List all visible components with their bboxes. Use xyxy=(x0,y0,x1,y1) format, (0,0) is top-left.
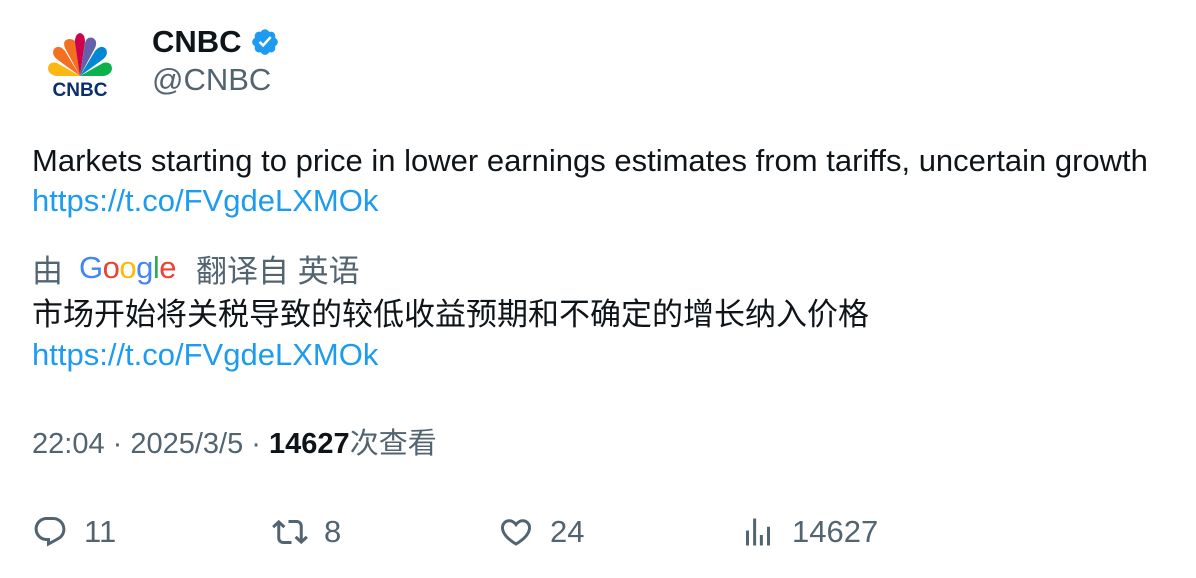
google-letter: o xyxy=(102,250,120,285)
google-letter: e xyxy=(159,250,177,285)
google-letter: g xyxy=(136,250,153,285)
user-handle[interactable]: @CNBC xyxy=(152,62,272,97)
translation-prefix: 由 xyxy=(32,253,63,289)
translated-text: 市场开始将关税导致的较低收益预期和不确定的增长纳入价格 https://t.co… xyxy=(32,295,1152,375)
tweet-text: Markets starting to price in lower earni… xyxy=(32,141,1152,221)
views-count: 14627 xyxy=(269,428,350,460)
tweet-link[interactable]: https://t.co/FVgdeLXMOk xyxy=(32,183,379,218)
cnbc-wordmark: CNBC xyxy=(53,80,108,101)
reply-count: 11 xyxy=(84,514,117,549)
display-name[interactable]: CNBC xyxy=(152,24,242,59)
repost-button[interactable]: 8 xyxy=(272,508,341,556)
meta-separator: · xyxy=(243,428,270,460)
views-label: 次查看 xyxy=(349,428,437,460)
google-logo: Google xyxy=(79,250,177,286)
translated-from-label[interactable]: 翻译自 英语 xyxy=(196,253,360,289)
avatar[interactable]: CNBC xyxy=(32,26,128,122)
reply-button[interactable]: 11 xyxy=(32,508,116,556)
google-letter: l xyxy=(152,250,160,285)
name-row: CNBC xyxy=(152,22,280,62)
translated-body: 市场开始将关税导致的较低收益预期和不确定的增长纳入价格 xyxy=(32,297,869,332)
meta-separator: · xyxy=(104,428,131,460)
tweet-body: Markets starting to price in lower earni… xyxy=(32,143,1148,178)
repost-icon xyxy=(272,519,308,545)
verified-badge-icon[interactable] xyxy=(250,27,280,57)
repost-count: 8 xyxy=(324,514,342,549)
cnbc-peacock-logo-icon: CNBC xyxy=(48,33,112,101)
reply-icon xyxy=(34,517,66,547)
google-letter: G xyxy=(79,250,103,285)
translated-link[interactable]: https://t.co/FVgdeLXMOk xyxy=(32,337,379,372)
translation-attribution: 由 Google 翻译自 英语 xyxy=(32,246,360,290)
bar-chart-icon xyxy=(746,518,770,546)
tweet-meta: 22:04 · 2025/3/5 · 14627次查看 xyxy=(32,424,437,464)
post-time[interactable]: 22:04 xyxy=(32,428,105,460)
action-bar: 11 8 24 14627 xyxy=(32,508,1172,556)
heart-icon xyxy=(500,519,532,546)
views-button[interactable]: 14627 xyxy=(740,508,878,556)
post-date[interactable]: 2025/3/5 xyxy=(130,428,244,460)
like-button[interactable]: 24 xyxy=(498,508,584,556)
views-action-count: 14627 xyxy=(792,514,879,549)
google-letter: o xyxy=(119,250,137,285)
like-count: 24 xyxy=(550,514,585,549)
